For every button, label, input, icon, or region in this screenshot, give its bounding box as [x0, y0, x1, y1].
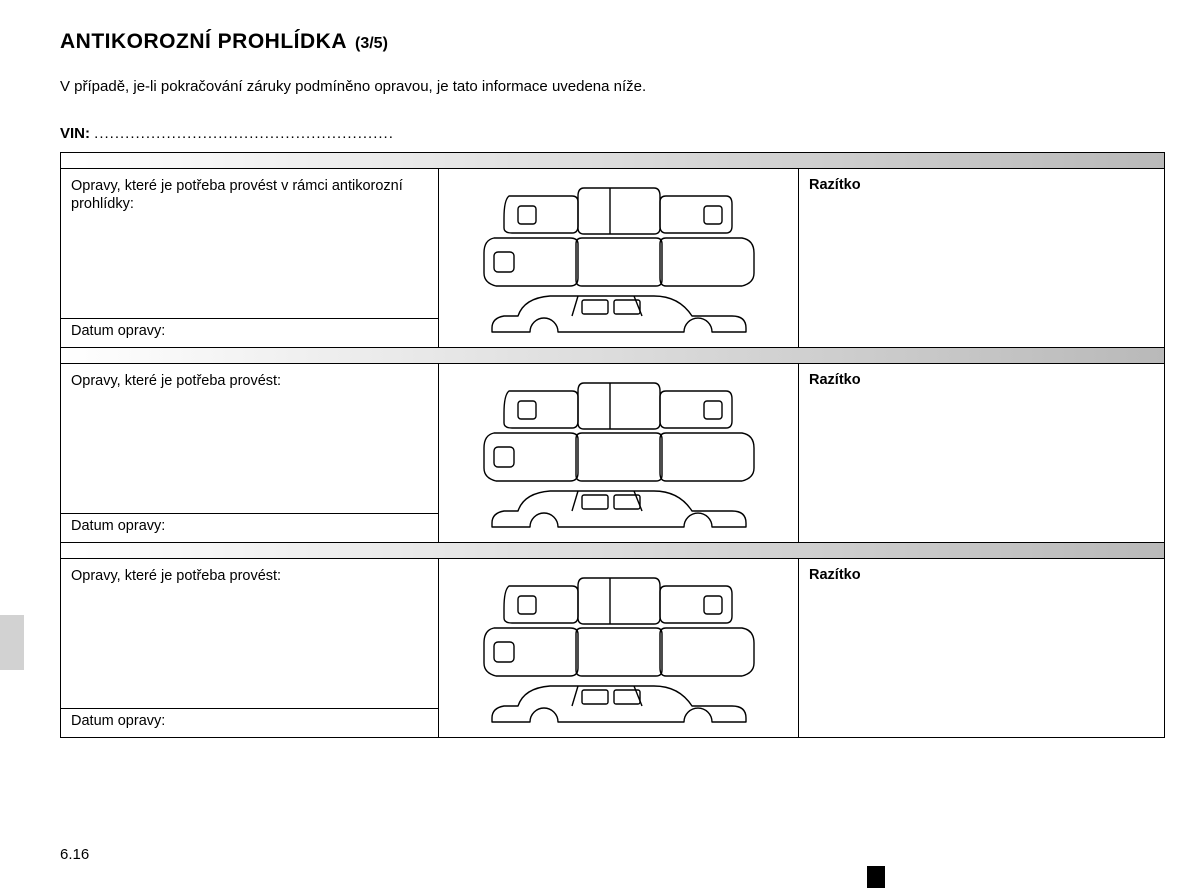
inspection-block: Opravy, které je potřeba provést: Datum …: [60, 542, 1165, 738]
col-diagram: [439, 559, 799, 737]
vin-row: VIN: ...................................…: [60, 125, 1165, 142]
gradient-bar: [61, 348, 1164, 364]
page-title: ANTIKOROZNÍ PROHLÍDKA: [60, 30, 347, 54]
page-number: 6.16: [60, 846, 89, 863]
stamp-label: Razítko: [799, 559, 1164, 737]
vin-dots: ........................................…: [94, 125, 394, 142]
bottom-mark: [867, 866, 885, 888]
col-diagram: [439, 364, 799, 542]
vin-label: VIN:: [60, 125, 90, 142]
date-label: Datum opravy:: [61, 514, 438, 542]
car-body-diagram-icon: [474, 178, 764, 338]
gradient-bar: [61, 543, 1164, 559]
page-title-suffix: (3/5): [355, 35, 388, 53]
date-label: Datum opravy:: [61, 709, 438, 737]
col-left: Opravy, které je potřeba provést: Datum …: [61, 364, 439, 542]
car-body-diagram-icon: [474, 373, 764, 533]
repairs-label: Opravy, které je potřeba provést v rámci…: [61, 169, 438, 319]
repairs-label: Opravy, které je potřeba provést:: [61, 364, 438, 514]
gradient-bar: [61, 153, 1164, 169]
intro-text: V případě, je-li pokračování záruky podm…: [60, 78, 1165, 95]
inspection-block: Opravy, které je potřeba provést v rámci…: [60, 152, 1165, 347]
inspection-row: Opravy, které je potřeba provést: Datum …: [61, 559, 1164, 737]
col-left: Opravy, které je potřeba provést: Datum …: [61, 559, 439, 737]
inspection-row: Opravy, které je potřeba provést: Datum …: [61, 364, 1164, 542]
title-row: ANTIKOROZNÍ PROHLÍDKA (3/5): [60, 30, 1165, 54]
stamp-label: Razítko: [799, 364, 1164, 542]
page: ANTIKOROZNÍ PROHLÍDKA (3/5) V případě, j…: [0, 0, 1200, 738]
col-left: Opravy, které je potřeba provést v rámci…: [61, 169, 439, 347]
car-body-diagram-icon: [474, 568, 764, 728]
col-diagram: [439, 169, 799, 347]
inspection-block: Opravy, které je potřeba provést: Datum …: [60, 347, 1165, 542]
date-label: Datum opravy:: [61, 319, 438, 347]
repairs-label: Opravy, které je potřeba provést:: [61, 559, 438, 709]
inspection-row: Opravy, které je potřeba provést v rámci…: [61, 169, 1164, 347]
side-tab: [0, 615, 24, 670]
stamp-label: Razítko: [799, 169, 1164, 347]
